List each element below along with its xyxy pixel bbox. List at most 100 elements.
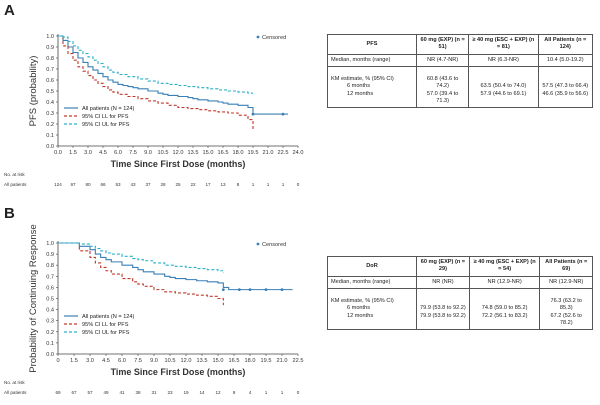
- risk-count: 1: [267, 182, 270, 187]
- risk-count: 49: [103, 390, 109, 395]
- x-tick-label: 24.0: [293, 150, 304, 156]
- cell-12mo: 57.0 (39.4 to 71.3): [426, 90, 459, 104]
- y-tick-label: 0.7: [46, 67, 54, 73]
- row-label: KM estimate, % (95% CI) 6 months 12 mont…: [327, 287, 417, 331]
- y-tick-label: 0.0: [46, 352, 54, 358]
- risk-table-row-label: All patients: [4, 182, 27, 187]
- risk-count: 69: [55, 390, 61, 395]
- x-tick-label: 15.0: [203, 150, 214, 156]
- y-tick-label: 0.1: [46, 341, 54, 347]
- x-tick-label: 9.0: [150, 358, 158, 364]
- dor-summary-table: DoR 60 mg (EXP) (n = 29) ≥ 40 mg (ESC + …: [327, 256, 593, 331]
- y-tick-label: 0.9: [46, 45, 54, 51]
- y-tick-label: 0.0: [46, 144, 54, 150]
- cell-12mo: 72.2 (56.1 to 83.2): [481, 312, 528, 319]
- table-cell: 79.9 (53.8 to 92.2) 79.9 (53.8 to 92.2): [416, 287, 470, 331]
- risk-table-header: No. at risk: [4, 380, 25, 385]
- table-cell: NR (6.3-NR): [468, 53, 539, 67]
- cell-12mo: 46.6 (35.9 to 56.6): [542, 90, 589, 97]
- table-cell: NR (4.7-NR): [415, 53, 470, 67]
- censor-mark: [281, 112, 285, 116]
- cell-6mo: 74.8 (59.0 to 85.2): [481, 305, 528, 312]
- risk-count: 14: [199, 390, 205, 395]
- risk-count: 1: [281, 390, 284, 395]
- y-tick-label: 0.7: [46, 274, 54, 280]
- table-cell: NR (12.9-NR): [539, 275, 593, 289]
- table-header: ≥ 40 mg (ESC + EXP) (n = 54): [468, 256, 541, 277]
- cell-6mo: 63.5 (50.4 to 74.0): [480, 83, 527, 90]
- risk-count: 66: [100, 182, 106, 187]
- table-header: DoR: [327, 256, 417, 277]
- cell-6mo: 60.8 (43.6 to 74.2): [426, 76, 459, 90]
- table-header: 60 mg (EXP) (n = 29): [416, 256, 470, 277]
- y-tick-label: 0.1: [46, 133, 54, 139]
- y-tick-label: 0.4: [46, 308, 54, 314]
- km-series-line: [58, 242, 293, 291]
- panel-letter-a: A: [4, 2, 15, 19]
- km-series-line: [58, 35, 253, 94]
- row-label: Median, months (range): [327, 53, 417, 67]
- x-tick-label: 19.5: [248, 150, 259, 156]
- x-tick-label: 0.0: [54, 150, 62, 156]
- x-tick-label: 4.5: [99, 150, 107, 156]
- y-tick-label: 0.3: [46, 111, 54, 117]
- censor-mark: [280, 288, 284, 292]
- x-tick-label: 12.0: [173, 150, 184, 156]
- x-tick-label: 12.0: [181, 358, 192, 364]
- cell-6mo: 57.5 (47.3 to 66.4): [542, 83, 589, 90]
- row-sublabel: 6 months: [347, 305, 371, 312]
- risk-table-header: No. at risk: [4, 172, 25, 177]
- legend-entry: All patients (N = 124): [82, 314, 135, 320]
- table-header: All Patients (n = 69): [539, 256, 593, 277]
- table-row: Median, months (range) NR (NR) NR (12.9-…: [327, 275, 593, 289]
- cell-12mo: 57.9 (44.6 to 69.1): [480, 90, 527, 97]
- row-sublabel: 12 months: [347, 90, 374, 97]
- risk-count: 67: [71, 390, 77, 395]
- censor-key-label: Censored: [262, 35, 286, 41]
- table-row: KM estimate, % (95% CI) 6 months 12 mont…: [327, 287, 593, 331]
- y-tick-label: 0.6: [46, 78, 54, 84]
- row-label-main: KM estimate, % (95% CI): [331, 76, 394, 83]
- risk-count: 28: [160, 182, 166, 187]
- cell-12mo: 67.2 (52.6 to 78.2): [550, 312, 582, 326]
- legend-entry: 95% CI UL for PFS: [82, 122, 130, 128]
- km-chart-dor: 0.0 0.1 0.2 0.3 0.4 0.5 0.6 0.7 0.8 0.9 1.0 0 1.5 3.0…: [4, 224, 304, 395]
- risk-count: 80: [85, 182, 91, 187]
- y-tick-label: 1.0: [46, 241, 54, 247]
- row-label-main: KM estimate, % (95% CI): [331, 298, 394, 305]
- x-axis-label: Time Since First Dose (months): [111, 159, 246, 169]
- y-tick-label: 0.2: [46, 122, 54, 128]
- y-tick-label: 0.8: [46, 263, 54, 269]
- x-tick-label: 22.5: [293, 358, 304, 364]
- legend-entry: All patients (N = 124): [82, 106, 135, 112]
- table-header: PFS: [327, 34, 417, 55]
- km-chart-pfs: 0.0 0.1 0.2 0.3 0.4 0.5 0.6 0.7 0.8 0.9 1.0 0.0 1.5 3…: [4, 34, 304, 187]
- km-series-line: [58, 242, 224, 306]
- x-tick-label: 16.5: [218, 150, 229, 156]
- risk-count: 43: [130, 182, 136, 187]
- risk-count: 12: [215, 390, 221, 395]
- cell-12mo: 79.9 (53.8 to 92.2): [420, 312, 466, 319]
- x-tick-label: 1.5: [70, 358, 78, 364]
- risk-table-row-label: All patients: [4, 390, 27, 395]
- table-cell: 63.5 (50.4 to 74.0) 57.9 (44.6 to 69.1): [468, 65, 539, 109]
- x-tick-label: 10.5: [165, 358, 176, 364]
- censor-key-marker: [256, 35, 260, 39]
- risk-count: 31: [151, 390, 157, 395]
- panel-letter-b: B: [4, 205, 15, 222]
- x-tick-label: 0: [56, 358, 59, 364]
- risk-count: 17: [205, 182, 211, 187]
- y-tick-label: 0.2: [46, 330, 54, 336]
- km-series-line: [58, 35, 254, 130]
- x-tick-label: 7.5: [134, 358, 142, 364]
- table-cell: NR (NR): [416, 275, 470, 289]
- x-tick-label: 18.0: [245, 358, 256, 364]
- legend-entry: 95% CI LL for PFS: [82, 114, 129, 120]
- x-tick-label: 4.5: [102, 358, 110, 364]
- table-row: KM estimate, % (95% CI) 6 months 12 mont…: [327, 65, 594, 109]
- risk-count: 25: [175, 182, 181, 187]
- x-tick-label: 10.5: [158, 150, 169, 156]
- x-tick-label: 3.0: [84, 150, 92, 156]
- risk-count: 124: [54, 182, 62, 187]
- censor-key-label: Censored: [262, 242, 286, 248]
